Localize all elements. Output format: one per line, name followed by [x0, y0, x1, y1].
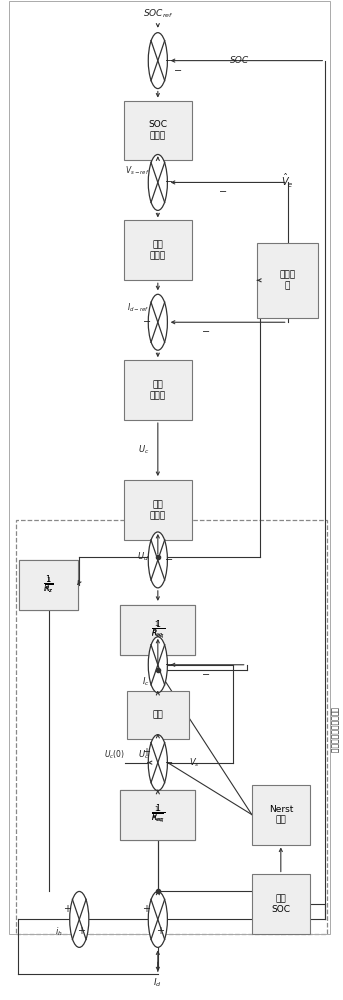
Circle shape: [148, 532, 167, 588]
Text: 计算
SOC: 计算 SOC: [271, 894, 290, 914]
Text: +: +: [63, 904, 71, 914]
FancyBboxPatch shape: [20, 560, 78, 610]
Text: +: +: [142, 904, 150, 914]
Text: 电流
控制器: 电流 控制器: [150, 380, 166, 400]
FancyBboxPatch shape: [127, 691, 189, 739]
Bar: [16, 520, 327, 934]
Text: $\frac{1}{R_z}$: $\frac{1}{R_z}$: [43, 574, 54, 596]
Text: −: −: [219, 187, 227, 197]
FancyBboxPatch shape: [124, 101, 192, 160]
Circle shape: [148, 294, 167, 350]
Circle shape: [148, 33, 167, 89]
Text: Nerst
方程: Nerst 方程: [269, 805, 293, 825]
Circle shape: [148, 891, 167, 947]
Text: $U_c$: $U_c$: [138, 748, 149, 761]
Text: $\frac{1}{R_{eq}}$: $\frac{1}{R_{eq}}$: [151, 620, 164, 640]
FancyBboxPatch shape: [124, 220, 192, 280]
Text: 滤波: 滤波: [152, 710, 163, 719]
Text: −: −: [165, 177, 173, 187]
Circle shape: [148, 154, 167, 210]
Text: $\hat{V}_e$: $\hat{V}_e$: [281, 172, 294, 190]
FancyBboxPatch shape: [120, 605, 196, 655]
FancyBboxPatch shape: [252, 785, 310, 845]
Text: $SOC_{ref}$: $SOC_{ref}$: [143, 7, 173, 20]
Text: $i_h$: $i_h$: [55, 925, 62, 938]
Text: −: −: [174, 66, 182, 76]
Text: $\frac{1}{R_{eq}}$: $\frac{1}{R_{eq}}$: [151, 618, 165, 642]
Text: $V_s$: $V_s$: [189, 756, 199, 769]
FancyBboxPatch shape: [120, 790, 196, 840]
FancyBboxPatch shape: [120, 605, 196, 655]
Text: $U_c$: $U_c$: [138, 444, 149, 456]
Text: +: +: [142, 747, 150, 757]
FancyBboxPatch shape: [252, 874, 310, 934]
Text: 直流
变换器: 直流 变换器: [150, 500, 166, 520]
Text: −: −: [142, 317, 151, 327]
Text: +: +: [155, 926, 164, 936]
Text: $V_{s-ref}$: $V_{s-ref}$: [125, 164, 149, 177]
Text: $\frac{1}{R_{eq}}$: $\frac{1}{R_{eq}}$: [151, 804, 164, 825]
FancyBboxPatch shape: [120, 790, 196, 840]
Text: −: −: [165, 660, 173, 670]
FancyBboxPatch shape: [124, 360, 192, 420]
Text: −: −: [165, 56, 173, 66]
Text: $I_{d-ref}$: $I_{d-ref}$: [127, 301, 149, 314]
Text: 电压
控制器: 电压 控制器: [150, 240, 166, 260]
Text: SOC: SOC: [230, 56, 249, 65]
Text: −: −: [165, 758, 173, 768]
Text: $U_c(0)$: $U_c(0)$: [105, 748, 126, 761]
Circle shape: [148, 735, 167, 791]
Text: $I_c$: $I_c$: [142, 675, 149, 688]
Text: $\frac{1}{R_{eq}}$: $\frac{1}{R_{eq}}$: [151, 803, 165, 826]
Text: −: −: [202, 670, 210, 680]
Circle shape: [70, 891, 89, 947]
Text: 全钒液流电池数学模型: 全钒液流电池数学模型: [329, 707, 338, 753]
Text: $\frac{1}{R_z}$: $\frac{1}{R_z}$: [44, 575, 53, 595]
Circle shape: [148, 637, 167, 693]
Text: SOC
控制器: SOC 控制器: [148, 120, 167, 141]
FancyBboxPatch shape: [20, 560, 78, 610]
Text: +: +: [77, 926, 85, 936]
FancyBboxPatch shape: [124, 480, 192, 540]
Text: 预估模
型: 预估模 型: [280, 270, 296, 290]
FancyBboxPatch shape: [257, 243, 318, 318]
Text: $I_d$: $I_d$: [153, 976, 162, 989]
Text: $U_d$: $U_d$: [138, 551, 149, 563]
Text: −: −: [202, 327, 210, 337]
Text: −: −: [165, 555, 173, 565]
